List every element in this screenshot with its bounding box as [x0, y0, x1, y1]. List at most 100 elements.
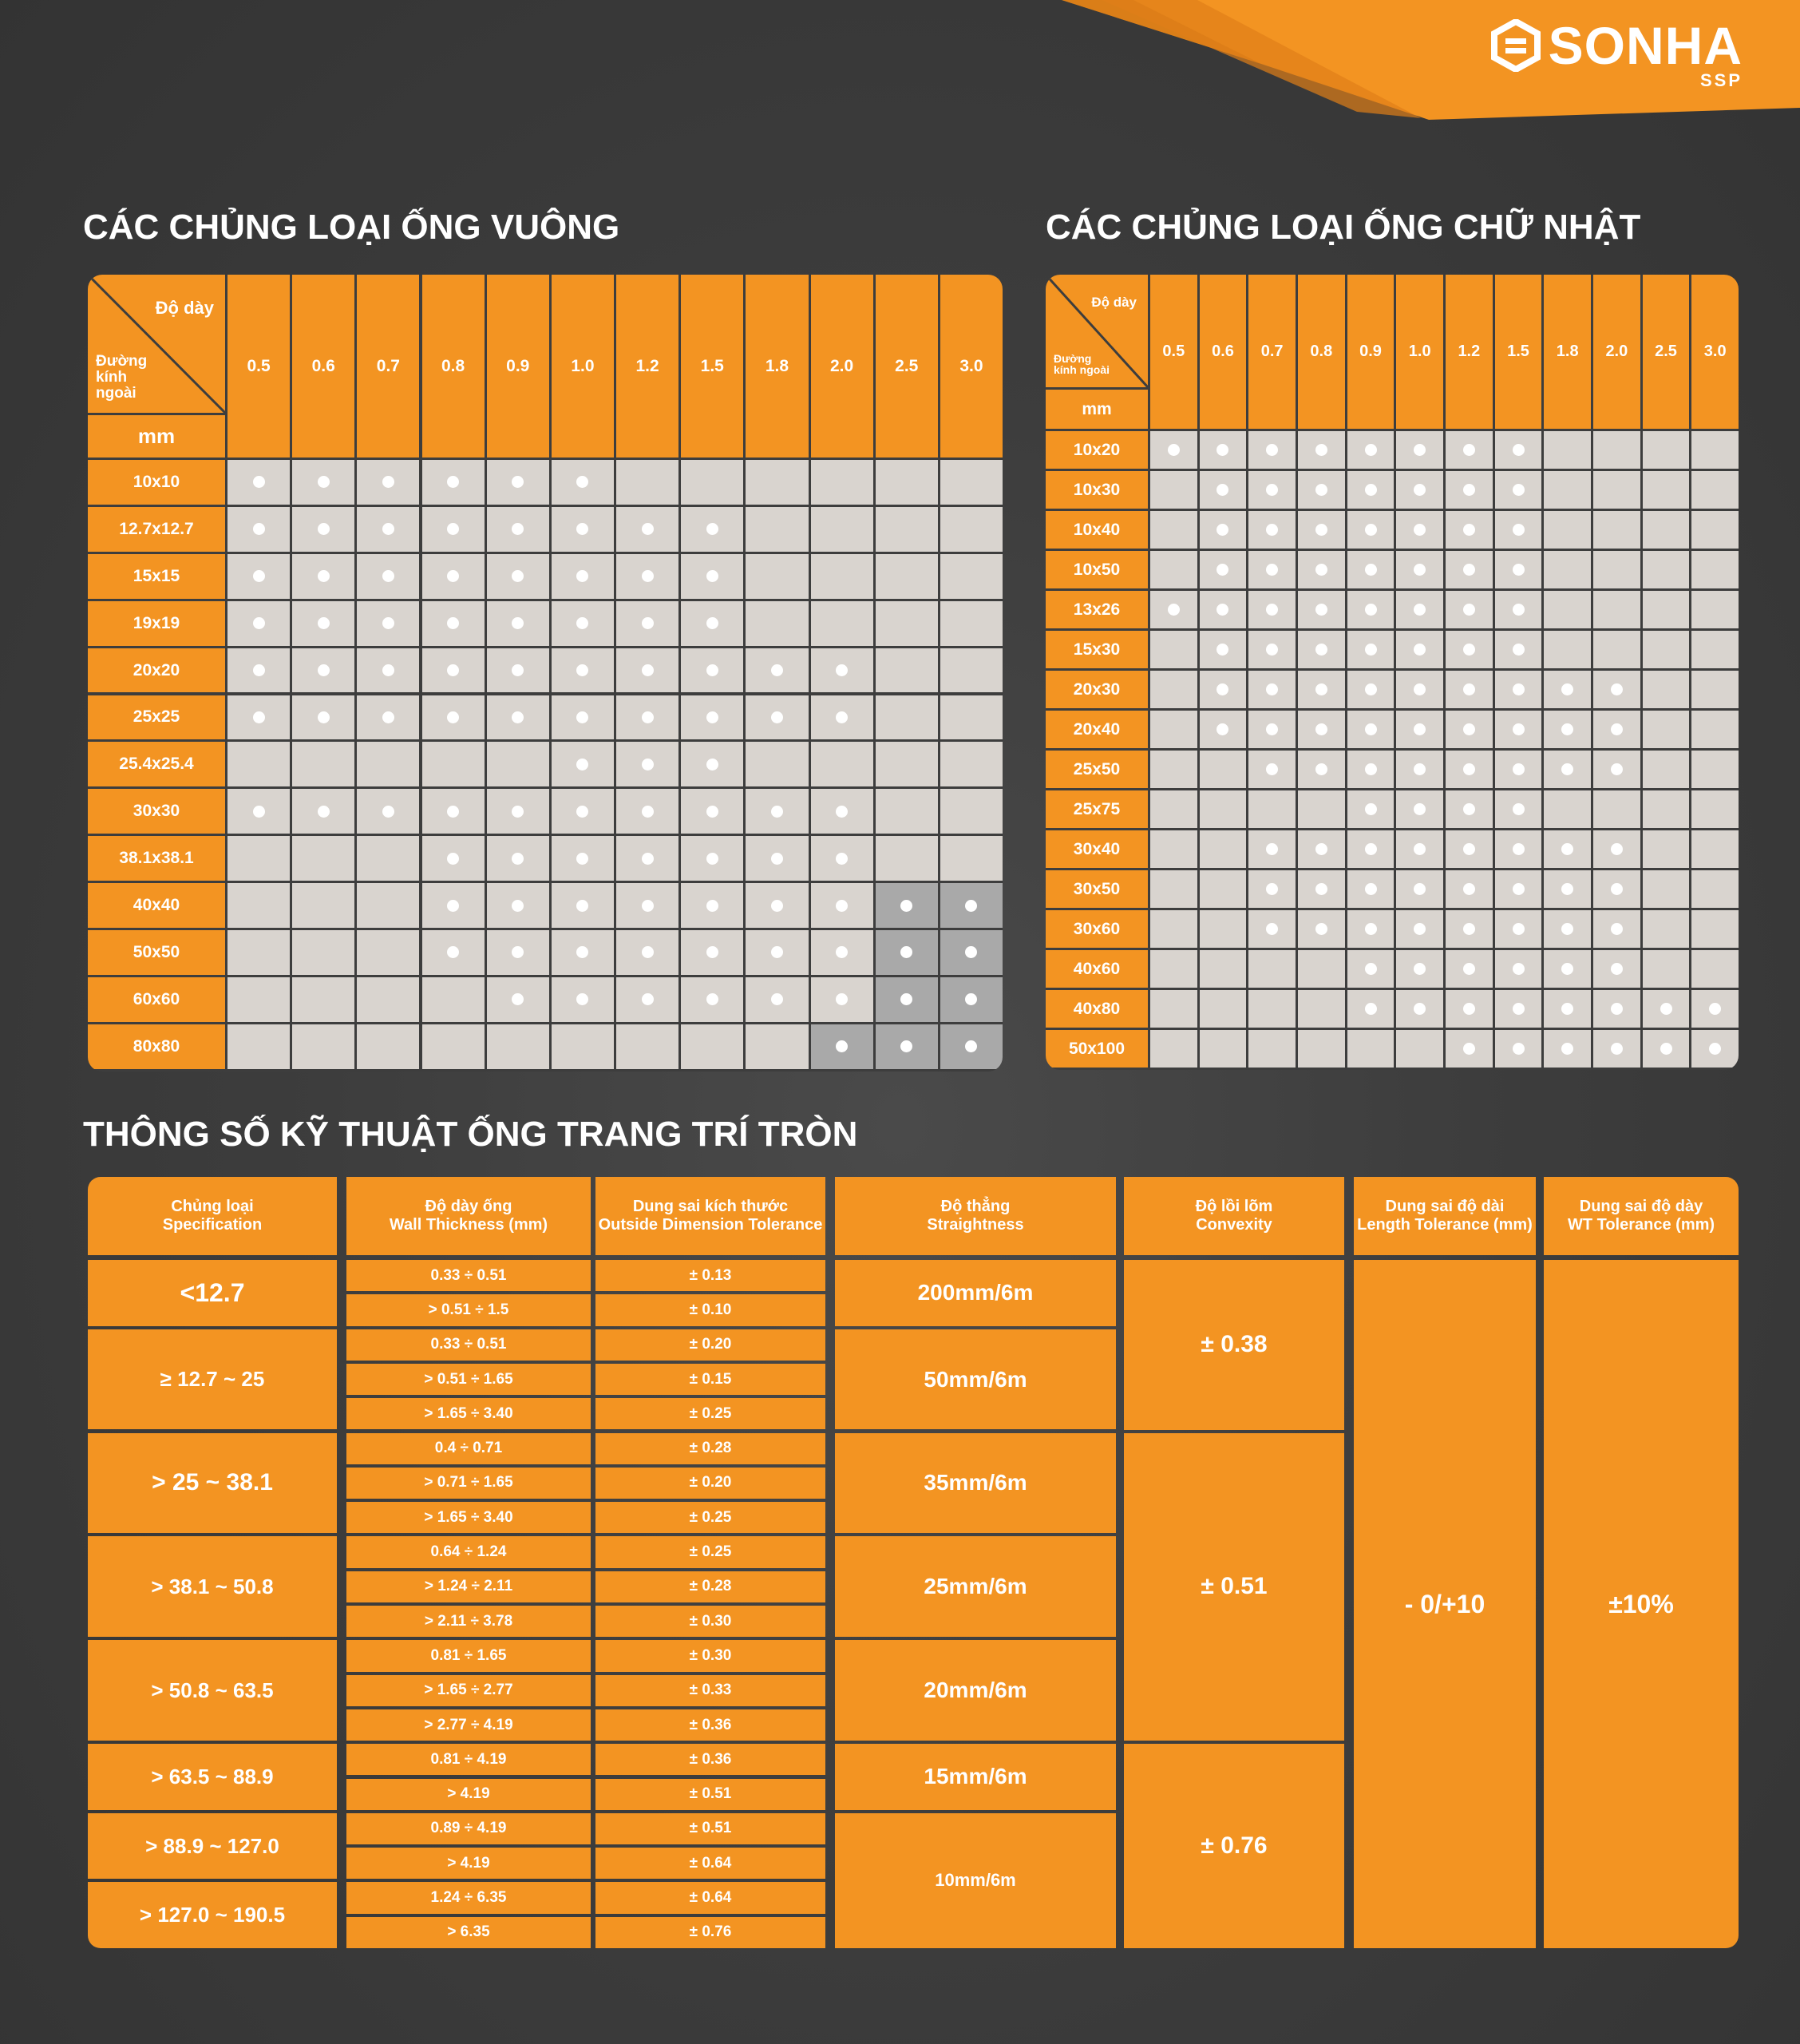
size-label: 12.7x12.7: [88, 506, 225, 552]
availability-cell: [746, 695, 809, 740]
availability-cell: [227, 742, 291, 787]
availability-cell: [1396, 950, 1443, 988]
availability-cell: [551, 648, 614, 693]
availability-cell: [1642, 551, 1690, 588]
available-dot: [1414, 883, 1426, 895]
available-dot: [1462, 923, 1475, 935]
availability-cell: [1494, 671, 1542, 708]
header-corner: Độ dày Đường kính ngoài: [88, 275, 225, 413]
availability-cell: [1691, 591, 1739, 628]
availability-cell: [1446, 431, 1493, 469]
available-dot: [1512, 763, 1525, 775]
availability-cell: [810, 460, 873, 505]
availability-cell: [486, 1024, 549, 1069]
availability-cell: [357, 695, 420, 740]
wall-thickness-cell: > 1.65 ÷ 3.40: [346, 1502, 591, 1534]
dimension-tolerance-cell: ± 0.51: [595, 1812, 825, 1845]
thickness-header: 1.0: [551, 275, 614, 458]
available-dot: [252, 711, 265, 723]
available-dot: [1364, 923, 1377, 935]
square-title: CÁC CHỦNG LOẠI ỐNG VUÔNG: [83, 208, 620, 247]
rect-title: CÁC CHỦNG LOẠI ỐNG CHỮ NHẬT: [1046, 208, 1641, 247]
availability-cell: [421, 836, 485, 881]
availability-cell: [1691, 511, 1739, 549]
availability-cell: [1347, 790, 1395, 828]
available-dot: [1364, 883, 1377, 895]
wall-thickness-cell: > 2.11 ÷ 3.78: [346, 1606, 591, 1638]
diagonal-line: [1046, 275, 1148, 387]
available-dot: [706, 617, 718, 630]
available-dot: [512, 805, 524, 818]
availability-cell: [681, 836, 744, 881]
available-dot: [1610, 723, 1623, 735]
availability-cell: [875, 460, 938, 505]
available-dot: [770, 852, 783, 865]
available-dot: [1315, 484, 1327, 496]
availability-cell: [1347, 551, 1395, 588]
dimension-tolerance-cell: ± 0.28: [595, 1432, 825, 1464]
availability-cell: [1298, 591, 1345, 628]
diagonal-line: [88, 275, 225, 413]
available-dot: [770, 899, 783, 912]
available-dot: [1512, 644, 1525, 656]
available-dot: [1462, 644, 1475, 656]
available-dot: [1512, 1043, 1525, 1055]
availability-cell: [1347, 471, 1395, 509]
available-dot: [1561, 883, 1574, 895]
available-dot: [447, 570, 460, 583]
availability-cell: [1494, 431, 1542, 469]
available-dot: [1462, 1043, 1475, 1055]
thickness-header: 1.8: [1544, 275, 1592, 429]
available-dot: [1512, 524, 1525, 536]
available-dot: [512, 617, 524, 630]
availability-cell: [1396, 471, 1443, 509]
wall-thickness-cell: 0.33 ÷ 0.51: [346, 1329, 591, 1361]
available-dot: [770, 805, 783, 818]
availability-cell: [681, 742, 744, 787]
availability-cell: [1544, 950, 1592, 988]
available-dot: [1512, 843, 1525, 855]
available-dot: [512, 993, 524, 1006]
availability-cell: [810, 648, 873, 693]
availability-cell: [1691, 671, 1739, 708]
outer-diameter-label: Đường kính ngoài: [96, 353, 148, 402]
availability-cell: [1396, 551, 1443, 588]
availability-cell: [1544, 511, 1592, 549]
availability-cell: [1494, 910, 1542, 948]
availability-cell: [1150, 431, 1197, 469]
availability-cell: [810, 600, 873, 646]
available-dot: [1610, 843, 1623, 855]
availability-cell: [292, 460, 355, 505]
size-label: 20x30: [1046, 671, 1148, 708]
available-dot: [706, 993, 718, 1006]
availability-cell: [1199, 830, 1247, 868]
thickness-header: 0.8: [421, 275, 485, 458]
availability-cell: [1347, 870, 1395, 908]
availability-cell: [681, 695, 744, 740]
availability-cell: [875, 883, 938, 928]
availability-cell: [1593, 511, 1640, 549]
availability-cell: [875, 553, 938, 599]
availability-cell: [1494, 950, 1542, 988]
column-header: Độ lồi lõm Convexity: [1124, 1177, 1344, 1255]
availability-cell: [1544, 790, 1592, 828]
corner-banner: [1062, 0, 1800, 120]
availability-cell: [486, 976, 549, 1022]
availability-cell: [357, 506, 420, 552]
available-dot: [770, 664, 783, 677]
availability-cell: [616, 742, 679, 787]
available-dot: [1462, 683, 1475, 695]
availability-cell: [1494, 631, 1542, 668]
availability-cell: [421, 976, 485, 1022]
availability-cell: [1199, 990, 1247, 1028]
available-dot: [1462, 803, 1475, 815]
availability-cell: [1396, 511, 1443, 549]
available-dot: [1216, 564, 1229, 576]
available-dot: [836, 711, 849, 723]
availability-cell: [1494, 990, 1542, 1028]
available-dot: [1414, 963, 1426, 975]
dimension-tolerance-cell: ± 0.13: [595, 1260, 825, 1292]
availability-cell: [1248, 910, 1296, 948]
availability-cell: [1691, 551, 1739, 588]
availability-cell: [1150, 1030, 1197, 1068]
